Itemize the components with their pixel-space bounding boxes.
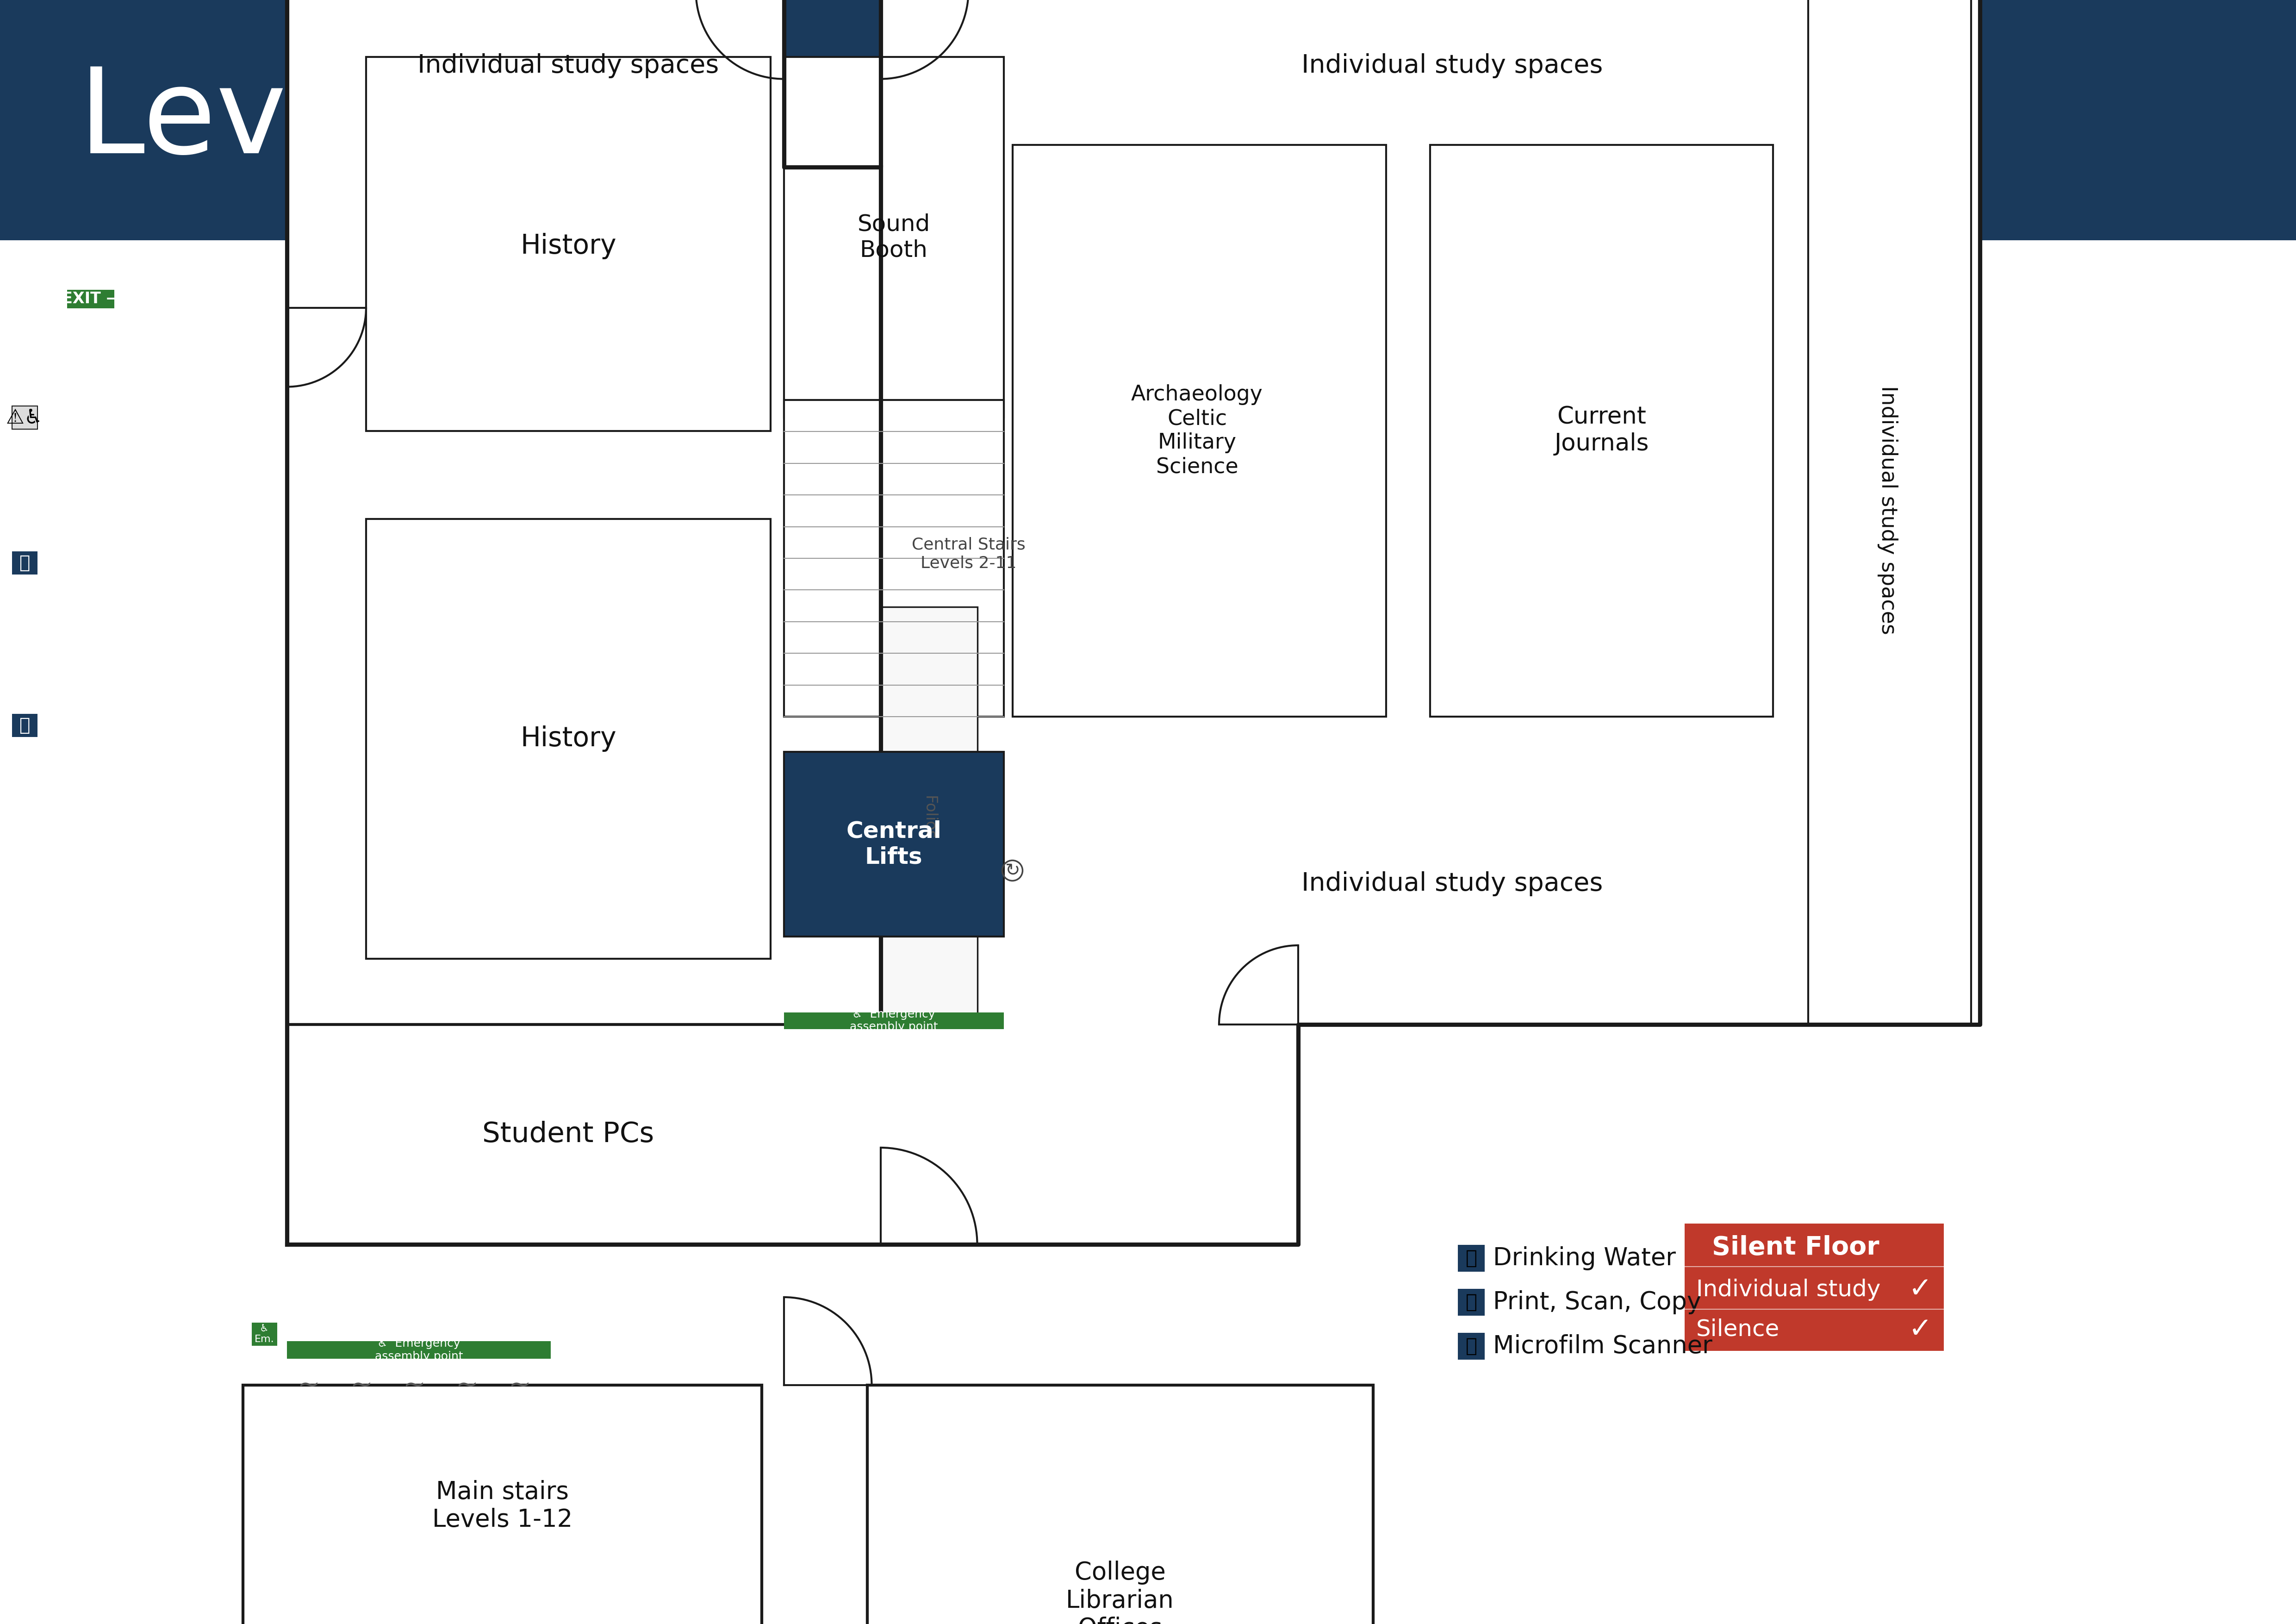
Bar (1458, 1289, 1486, 1315)
Bar (67, 289, 115, 309)
Text: Archaeology
Celtic
Military
Science: Archaeology Celtic Military Science (1132, 385, 1263, 477)
Bar (365, 57, 771, 430)
Text: Individual study spaces: Individual study spaces (1302, 870, 1603, 896)
Bar (287, 1341, 551, 1359)
Bar (1013, 145, 1387, 716)
Bar (783, 400, 1003, 716)
Bar (783, 1012, 1003, 1030)
Bar (1685, 1223, 1945, 1351)
Text: History: History (521, 726, 615, 752)
Text: Individual study spaces: Individual study spaces (418, 54, 719, 78)
Bar (783, 57, 1003, 417)
Text: Main stairs
Levels 1-12: Main stairs Levels 1-12 (432, 1479, 572, 1531)
Text: History: History (521, 232, 615, 260)
Text: 🚰: 🚰 (1465, 1249, 1476, 1268)
Bar (11, 551, 37, 575)
Text: 🖨: 🖨 (18, 554, 30, 572)
Text: Central
Lifts: Central Lifts (845, 820, 941, 869)
Text: ↻: ↻ (1006, 862, 1019, 879)
Bar (1430, 145, 1773, 716)
Text: ✓: ✓ (1908, 1315, 1933, 1343)
Text: Individual study spaces: Individual study spaces (1302, 54, 1603, 78)
Text: ✓: ✓ (1908, 1276, 1933, 1302)
Text: ♿  Emergency
assembly point: ♿ Emergency assembly point (850, 1009, 937, 1033)
Text: Individual study: Individual study (1697, 1278, 1880, 1301)
Text: ~: ~ (351, 1372, 372, 1398)
Text: EXIT →: EXIT → (62, 291, 119, 307)
Bar (1809, 0, 1970, 1025)
Text: 🖨: 🖨 (1465, 1293, 1476, 1312)
Bar (879, 607, 978, 1025)
Bar (11, 715, 37, 737)
Text: Central Stairs
Levels 2-11: Central Stairs Levels 2-11 (912, 538, 1026, 572)
Text: ⚠♿: ⚠♿ (7, 408, 44, 427)
Text: Drinking Water: Drinking Water (1492, 1246, 1676, 1270)
Text: Student PCs: Student PCs (482, 1121, 654, 1148)
Text: ♿
Em.: ♿ Em. (255, 1324, 273, 1345)
Bar (11, 406, 37, 429)
Text: Sound
Booth: Sound Booth (856, 213, 930, 261)
Bar (1458, 1333, 1486, 1359)
Text: Individual study spaces: Individual study spaces (1876, 385, 1899, 635)
Bar (783, 752, 1003, 937)
Text: Microfilm Scanner: Microfilm Scanner (1492, 1335, 1713, 1358)
Text: ♿  Emergency
assembly point: ♿ Emergency assembly point (374, 1338, 464, 1363)
Text: 🎬: 🎬 (1465, 1337, 1476, 1356)
Text: ~: ~ (457, 1372, 478, 1398)
Text: Print, Scan, Copy: Print, Scan, Copy (1492, 1289, 1701, 1314)
Text: ~: ~ (298, 1372, 319, 1398)
Bar (0, 0, 2296, 240)
Bar (243, 1385, 762, 1624)
Bar (1458, 1246, 1486, 1272)
Text: Folios: Folios (921, 796, 937, 840)
Text: 🚰: 🚰 (18, 716, 30, 734)
Bar (365, 518, 771, 958)
Text: Level 8: Level 8 (78, 63, 505, 177)
Polygon shape (287, 0, 1979, 1244)
Text: ~: ~ (404, 1372, 425, 1398)
Bar (253, 1322, 278, 1346)
Text: Current
Journals: Current Journals (1554, 406, 1649, 456)
Text: College
Librarian
Offices: College Librarian Offices (1065, 1561, 1173, 1624)
Bar (868, 1385, 1373, 1624)
Text: Silence: Silence (1697, 1319, 1779, 1341)
Text: Silent Floor: Silent Floor (1713, 1236, 1880, 1260)
Text: ~: ~ (510, 1372, 530, 1398)
